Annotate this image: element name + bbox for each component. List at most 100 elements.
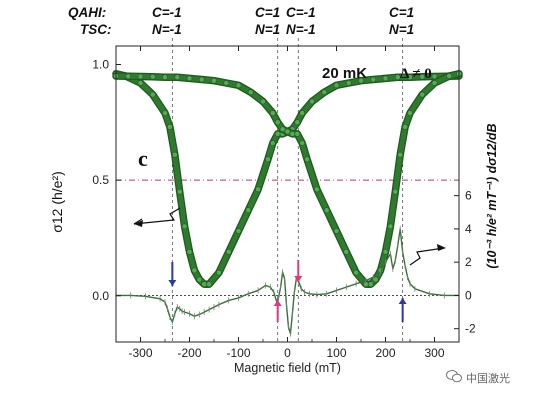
y-left-tick-label-1: 0.5 — [92, 173, 109, 187]
sigma-point — [191, 267, 198, 274]
sigma-point — [225, 248, 232, 255]
sigma-point — [196, 276, 203, 283]
sigma-point — [446, 73, 453, 79]
sigma-point — [171, 151, 178, 158]
sigma-point — [407, 110, 413, 116]
sigma-point — [274, 119, 281, 126]
tsc-n-1: N=-1 — [152, 22, 182, 37]
sigma-point — [358, 77, 364, 84]
qahi-chern-4: C=1 — [389, 5, 415, 20]
derivative-series — [116, 228, 459, 335]
sigma-point — [174, 74, 181, 81]
sigma-point — [255, 186, 261, 193]
plot-frame — [115, 45, 460, 343]
sigma-point — [274, 130, 281, 137]
sigma-point — [125, 73, 132, 80]
x-tick-label-2: -100 — [226, 346, 250, 360]
sigma-point — [321, 89, 328, 96]
sigma-point — [149, 91, 156, 98]
qahi-chern-2: C=1 — [255, 5, 281, 20]
x-tick-label-6: 300 — [424, 346, 444, 360]
y-left-tick-label-0: 0.0 — [92, 289, 109, 303]
y-right-axis-label: (10⁻³ h/e² mT⁻¹) dσ12/dB — [485, 123, 499, 268]
sigma-point — [402, 124, 408, 130]
sigma-point — [137, 73, 144, 80]
y-right-tick-label-2: 2 — [465, 255, 472, 269]
sigma-point — [245, 207, 252, 214]
tsc-row-label: TSC: — [80, 22, 112, 37]
sigma-point — [382, 75, 389, 82]
watermark-text: 中国激光 — [466, 372, 510, 385]
sigma-point — [294, 130, 301, 137]
sigma-point — [345, 80, 352, 86]
sigma-point — [264, 156, 271, 163]
qahi-chern-3: C=-1 — [286, 5, 316, 20]
left-axis-pointer-head — [133, 218, 143, 225]
y-right-tick-label-0: -2 — [465, 322, 476, 336]
sigma-point — [181, 223, 188, 230]
sigma-point — [323, 207, 330, 214]
sigma-point — [397, 151, 404, 158]
sigma-series-0 — [113, 71, 462, 287]
sigma-point — [382, 248, 389, 255]
sigma-series-0-outline — [112, 70, 463, 288]
y-left-axis-label: σ12 (h/e²) — [49, 171, 65, 233]
sigma-point — [223, 80, 230, 86]
sigma-point — [309, 98, 315, 105]
sigma-point — [343, 248, 350, 255]
sigma-point — [407, 74, 413, 81]
sigma-point — [235, 82, 242, 89]
sigma-point — [206, 281, 212, 288]
sigma-point — [394, 74, 401, 81]
right-axis-pointer-head — [437, 244, 446, 251]
transition-arrow-head-0 — [168, 280, 177, 286]
sigma-point — [269, 110, 276, 116]
qahi-row-label: QAHI: — [68, 5, 107, 20]
sigma-point — [176, 188, 183, 195]
sigma-point — [137, 80, 144, 86]
sigma-point — [431, 80, 438, 86]
sigma-point — [201, 281, 208, 288]
sigma-point — [313, 186, 320, 193]
tsc-n-2: N=1 — [255, 22, 281, 37]
x-tick-label-1: -200 — [177, 346, 201, 360]
y-right-tick-label-3: 4 — [465, 222, 472, 236]
sigma-series-1-outline — [112, 70, 463, 288]
x-axis-label: Magnetic field (mT) — [234, 361, 341, 375]
qahi-chern-1: C=-1 — [152, 5, 182, 20]
sigma-point — [419, 91, 426, 98]
sigma-point — [299, 140, 306, 147]
sigma-point — [186, 248, 193, 255]
transition-arrow-head-3 — [398, 298, 407, 304]
sigma-point — [333, 228, 340, 234]
transition-arrow-head-2 — [294, 276, 303, 282]
temperature-annotation: 20 mK — [322, 65, 367, 82]
sigma-point — [235, 228, 242, 234]
sigma-point — [367, 281, 374, 288]
sigma-point — [215, 269, 222, 276]
sigma-point — [162, 110, 168, 116]
wechat-logo-icon — [446, 370, 462, 383]
tsc-n-3: N=-1 — [286, 22, 316, 37]
x-tick-label-0: -300 — [128, 346, 152, 360]
sigma-point — [370, 76, 377, 83]
sigma-point — [279, 126, 286, 133]
sigma-series-1 — [113, 71, 462, 287]
left-axis-pointer-head-fill — [134, 220, 143, 227]
sigma-point — [269, 140, 276, 147]
sigma-point — [162, 74, 168, 81]
sigma-point — [166, 124, 173, 130]
sigma-point — [284, 128, 291, 135]
sigma-point — [186, 75, 193, 82]
sigma-point — [247, 89, 254, 96]
sigma-point — [333, 82, 340, 89]
tsc-n-4: N=1 — [389, 22, 415, 37]
sigma-point — [372, 276, 379, 283]
left-axis-pointer — [133, 207, 181, 225]
x-tick-label-5: 200 — [375, 346, 395, 360]
sigma-point — [419, 73, 426, 80]
sigma-point — [392, 188, 399, 195]
sigma-point — [149, 73, 156, 80]
sigma-point — [353, 269, 359, 276]
y-left-tick-label-2: 1.0 — [92, 58, 109, 72]
